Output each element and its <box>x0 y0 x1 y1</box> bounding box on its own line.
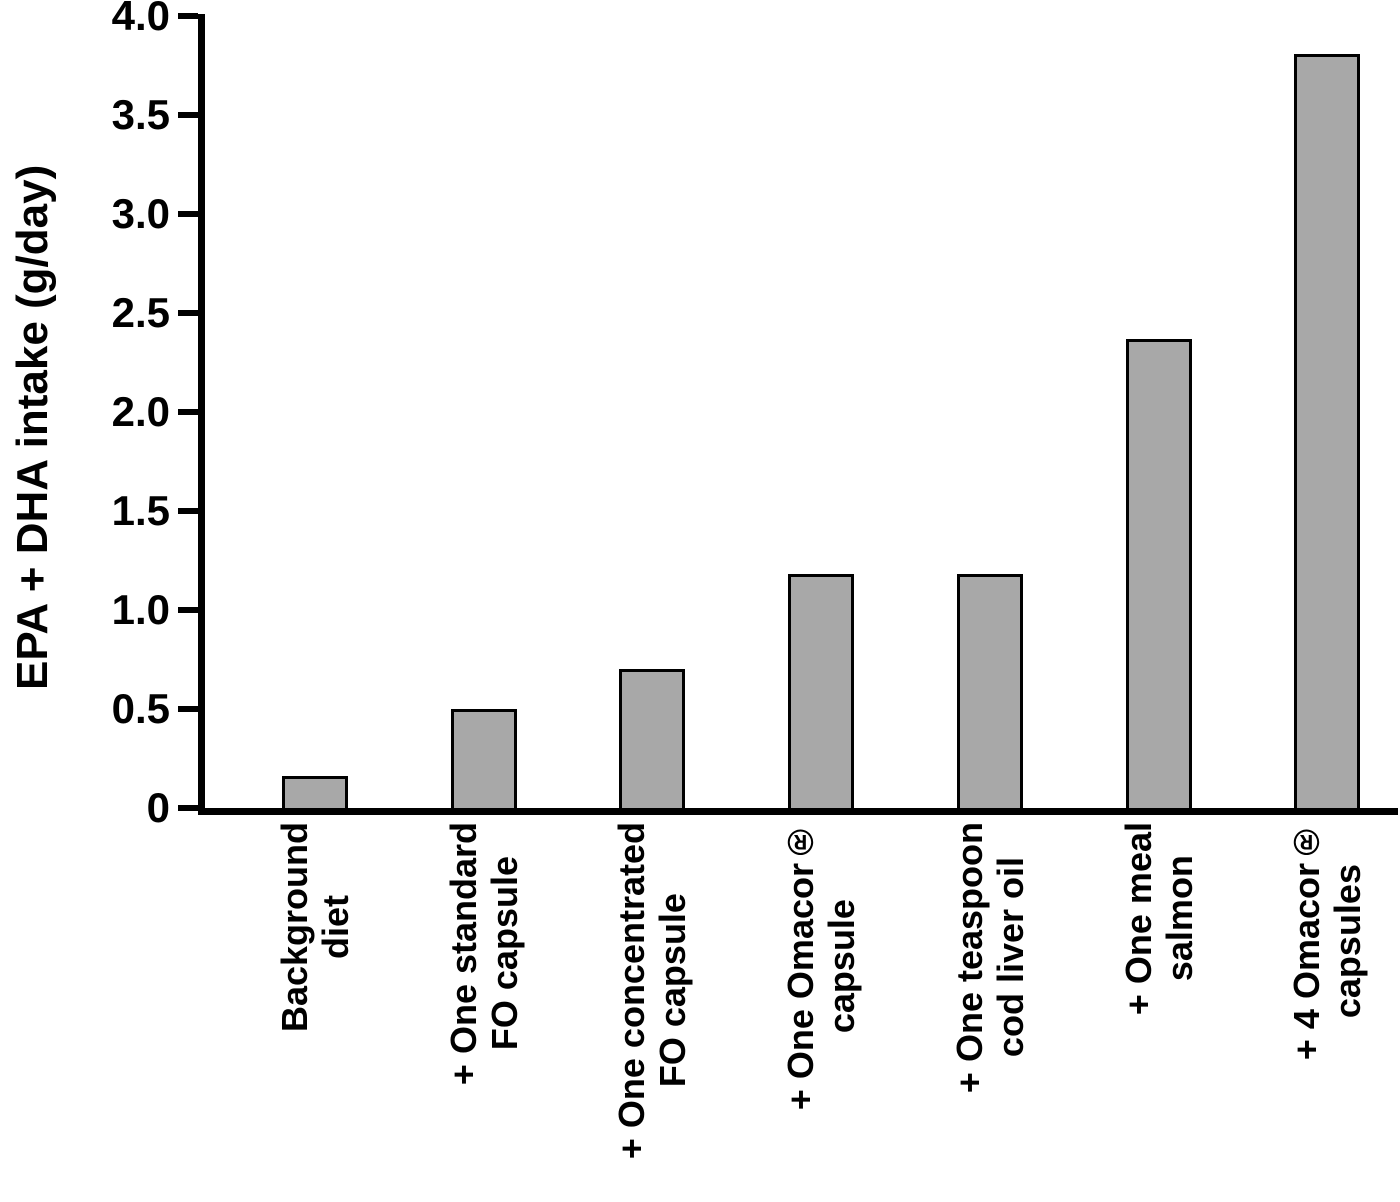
x-tick-slot: + 4 Omacor® capsules <box>1237 822 1400 1060</box>
y-tick-mark <box>178 805 198 811</box>
bar <box>451 709 517 808</box>
y-tick-label: 1.0 <box>111 586 170 633</box>
y-tick-label: 2.0 <box>111 388 170 435</box>
bar <box>1294 54 1360 808</box>
x-tick-slot: + One meal salmon <box>1069 822 1249 1015</box>
x-tick-slot: + One standard FO capsule <box>394 822 574 1085</box>
y-tick-label: 0 <box>146 784 170 831</box>
x-tick-label: Background diet <box>274 822 356 1033</box>
y-tick-mark <box>178 508 198 514</box>
y-tick-mark <box>178 706 198 712</box>
x-tick-label: + One concentrated FO capsule <box>611 822 693 1160</box>
x-tick-label: + One meal salmon <box>1118 822 1200 1016</box>
y-tick-label: 4.0 <box>111 0 170 39</box>
y-tick-mark <box>178 607 198 613</box>
bar <box>957 574 1023 808</box>
y-axis-line <box>198 14 205 815</box>
bar <box>282 776 348 808</box>
y-tick-mark <box>178 112 198 118</box>
x-tick-label: + One Omacor® capsule <box>780 822 862 1111</box>
y-tick-mark <box>178 13 198 19</box>
bar <box>1126 339 1192 808</box>
x-tick-slot: + One Omacor® capsule <box>731 822 911 1110</box>
x-tick-slot: Background diet <box>225 822 405 1032</box>
bar <box>788 574 854 808</box>
y-tick-mark <box>178 310 198 316</box>
y-tick-label: 2.5 <box>111 289 170 336</box>
y-tick-mark <box>178 211 198 217</box>
y-tick-label: 0.5 <box>111 685 170 732</box>
x-tick-label: + One standard FO capsule <box>443 822 525 1086</box>
bar <box>619 669 685 808</box>
x-tick-slot: + One concentrated FO capsule <box>562 822 742 1159</box>
x-tick-label: + One teaspoon cod liver oil <box>949 822 1031 1094</box>
y-tick-mark <box>178 409 198 415</box>
x-tick-label: + 4 Omacor® capsules <box>1286 822 1368 1061</box>
x-axis-line <box>198 808 1398 815</box>
x-tick-slot: + One teaspoon cod liver oil <box>900 822 1080 1093</box>
y-tick-label: 3.5 <box>111 91 170 138</box>
y-tick-label: 3.0 <box>111 190 170 237</box>
y-tick-label: 1.5 <box>111 487 170 534</box>
